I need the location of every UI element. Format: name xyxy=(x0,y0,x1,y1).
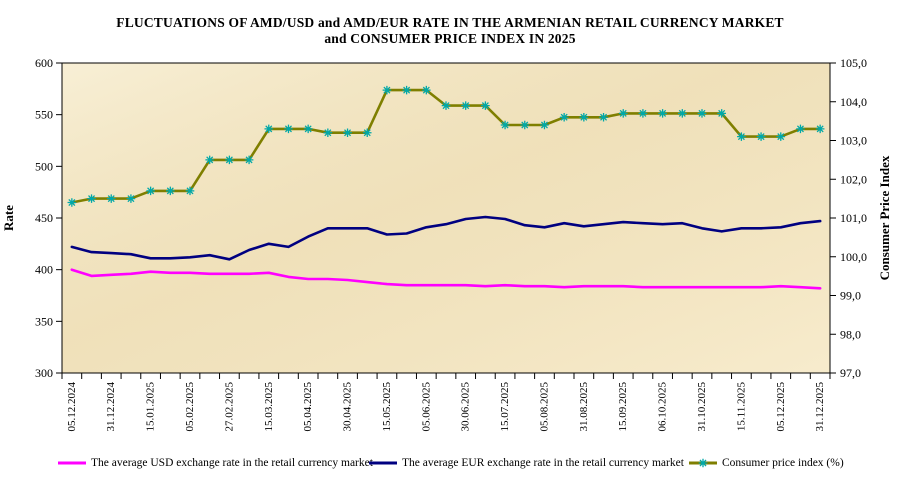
y-left-tick-label: 600 xyxy=(35,56,53,70)
cpi-marker xyxy=(618,109,628,118)
chart-title: FLUCTUATIONS OF AMD/USD and AMD/EUR RATE… xyxy=(0,15,900,47)
x-tick-label: 05.08.2025 xyxy=(538,382,550,432)
cpi-marker xyxy=(284,124,293,134)
cpi-marker xyxy=(441,101,451,110)
x-tick-label: 31.08.2025 xyxy=(578,382,590,432)
x-tick-label: 30.06.2025 xyxy=(460,382,472,432)
x-tick-label: 15.01.2025 xyxy=(145,382,157,432)
x-tick-label: 15.11.2025 xyxy=(735,382,747,432)
cpi-marker xyxy=(579,112,589,122)
x-tick-label: 05.04.2025 xyxy=(302,382,314,432)
cpi-marker xyxy=(540,120,549,130)
legend-label-cpi: Consumer price index (%) xyxy=(722,457,844,469)
usd-series-line xyxy=(70,268,822,290)
chart-title-line2: and CONSUMER PRICE INDEX IN 2025 xyxy=(324,31,576,46)
cpi-marker xyxy=(323,128,333,138)
chart-title-line1: FLUCTUATIONS OF AMD/USD and AMD/EUR RATE… xyxy=(116,15,784,30)
eur-series-line xyxy=(70,215,822,261)
cpi-marker xyxy=(185,186,195,196)
legend-label-usd: The average USD exchange rate in the ret… xyxy=(91,457,373,469)
cpi-marker xyxy=(146,186,155,196)
x-tick-label: 31.12.2025 xyxy=(814,382,826,432)
x-tick-label: 05.12.2024 xyxy=(66,382,78,432)
cpi-marker xyxy=(87,194,96,203)
x-axis-labels: 05.12.2024 31.12.2024 15.01.2025 05.02.2025… xyxy=(66,382,826,432)
rate-axis-title: Rate xyxy=(1,205,16,231)
y-right-tick-label: 100,0 xyxy=(840,250,867,264)
y-left-tick-label: 350 xyxy=(35,314,53,328)
cpi-marker xyxy=(343,128,352,138)
x-tick-label: 31.10.2025 xyxy=(696,382,708,432)
cpi-marker xyxy=(481,101,490,110)
cpi-marker xyxy=(106,194,116,203)
y-left-tick-label: 400 xyxy=(35,263,53,277)
cpi-marker xyxy=(678,109,687,118)
cpi-marker xyxy=(382,85,392,95)
cpi-marker xyxy=(697,109,707,118)
cpi-marker xyxy=(599,112,608,122)
x-tick-label: 30.04.2025 xyxy=(342,382,354,432)
legend-item-cpi: Consumer price index (%) xyxy=(688,457,844,469)
y-right-tick-label: 99,0 xyxy=(840,289,861,303)
eur-line-swatch xyxy=(368,457,398,469)
cpi-marker xyxy=(205,155,214,165)
cpi-marker xyxy=(362,128,372,138)
y-left-tick-label: 550 xyxy=(35,108,53,122)
cpi-marker xyxy=(520,120,530,130)
legend-item-eur: The average EUR exchange rate in the ret… xyxy=(368,457,684,469)
cpi-marker xyxy=(756,132,766,141)
cpi-marker xyxy=(225,155,234,165)
cpi-marker xyxy=(776,132,786,141)
cpi-marker xyxy=(815,124,825,134)
chart-legend: The average USD exchange rate in the ret… xyxy=(0,457,900,475)
y-left-tick-label: 500 xyxy=(35,159,53,173)
cpi-marker xyxy=(638,109,648,118)
cpi-marker xyxy=(796,124,805,134)
legend-item-usd: The average USD exchange rate in the ret… xyxy=(57,457,373,469)
y-right-tick-label: 97,0 xyxy=(840,366,861,380)
cpi-marker xyxy=(264,124,274,134)
x-tick-label: 27.02.2025 xyxy=(223,382,235,432)
x-tick-label: 15.05.2025 xyxy=(381,382,393,432)
y-right-axis: 105,0 104,0 103,0 102,0 101,0 100,0 99,0 98,0 97… xyxy=(830,56,867,380)
y-right-tick-label: 105,0 xyxy=(840,56,867,70)
cpi-marker xyxy=(126,194,136,203)
cpi-marker xyxy=(402,85,411,95)
cpi-marker xyxy=(303,124,313,134)
cpi-marker xyxy=(500,120,510,130)
cpi-marker xyxy=(461,101,470,110)
cpi-axis-title: Consumer Price Index xyxy=(877,155,892,280)
legend-label-eur: The average EUR exchange rate in the ret… xyxy=(402,457,684,469)
cpi-marker xyxy=(244,155,254,165)
x-tick-label: 05.02.2025 xyxy=(184,382,196,432)
y-right-tick-label: 103,0 xyxy=(840,134,867,148)
cpi-marker xyxy=(658,109,667,118)
y-right-tick-label: 101,0 xyxy=(840,211,867,225)
cpi-marker xyxy=(422,85,431,95)
cpi-markers xyxy=(67,85,825,207)
x-tick-label: 15.03.2025 xyxy=(263,382,275,432)
y-left-tick-label: 450 xyxy=(35,211,53,225)
y-right-tick-label: 104,0 xyxy=(840,95,867,109)
x-tick-label: 31.12.2024 xyxy=(105,382,117,432)
y-right-tick-label: 98,0 xyxy=(840,327,861,341)
y-left-axis: 600 550 500 450 400 350 300 xyxy=(35,56,62,380)
x-tick-label: 15.09.2025 xyxy=(617,382,629,432)
usd-line-swatch xyxy=(57,457,87,469)
y-right-tick-label: 102,0 xyxy=(840,172,867,186)
x-tick-label: 15.07.2025 xyxy=(499,382,511,432)
x-tick-label: 06.10.2025 xyxy=(657,382,669,432)
y-left-tick-label: 300 xyxy=(35,366,53,380)
cpi-marker xyxy=(717,109,726,118)
x-tick-label: 05.12.2025 xyxy=(775,382,787,432)
cpi-line-swatch xyxy=(688,457,718,469)
x-tick-label: 05.06.2025 xyxy=(420,382,432,432)
cpi-marker xyxy=(166,186,175,196)
x-axis-ticks xyxy=(61,373,831,379)
cpi-marker xyxy=(737,132,746,141)
cpi-marker xyxy=(559,112,569,122)
cpi-marker xyxy=(67,198,77,207)
